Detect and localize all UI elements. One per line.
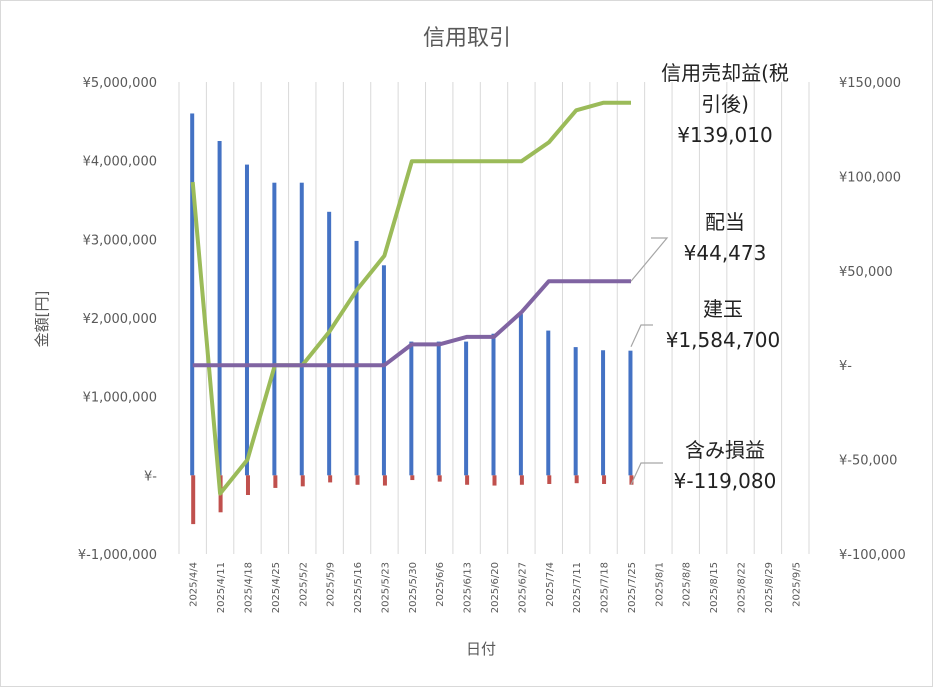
series-lines [190,100,631,496]
bar [273,475,278,488]
x-axis-label: 日付 [466,640,496,658]
x-tick-label: 2025/7/18 [600,562,611,613]
annotation-line: 引後) [701,92,749,116]
bar [354,240,359,476]
left-tick-label: ¥1,000,000 [83,391,157,406]
bar [464,341,469,476]
bar [299,182,304,476]
right-tick-label: ¥100,000 [839,170,901,185]
left-tick-label: ¥3,000,000 [83,233,157,248]
left-tick-label: ¥5,000,000 [83,76,157,91]
bar [190,113,195,476]
bar [381,265,386,476]
annotation-line: ¥139,010 [677,123,772,147]
bar [518,314,523,476]
bars [190,113,634,525]
x-tick-label: 2025/9/5 [791,562,802,607]
x-tick-label: 2025/6/20 [490,562,501,613]
x-tick-label: 2025/8/1 [654,562,665,607]
bar [327,211,332,476]
bar [300,475,305,487]
right-tick-label: ¥-50,000 [839,454,897,469]
bar [245,475,250,495]
bar [437,475,442,482]
left-axis-ticks: ¥-1,000,000 ¥- ¥1,000,000 ¥2,000,000 ¥3,000,… [78,76,157,563]
bar [409,341,414,476]
bar [410,475,415,481]
right-tick-label: ¥- [839,359,852,374]
bar [492,475,497,486]
bar [574,475,579,484]
x-tick-label: 2025/8/22 [737,562,748,613]
right-tick-label: ¥-100,000 [839,548,906,563]
x-tick-label: 2025/4/11 [216,562,227,613]
x-tick-label: 2025/8/29 [764,562,775,613]
left-tick-label: ¥2,000,000 [83,312,157,327]
x-tick-label: 2025/4/25 [271,562,282,613]
x-tick-label: 2025/5/30 [408,562,419,613]
bar [244,164,249,476]
bar [328,475,333,483]
annotation-leader [630,237,669,282]
x-tick-label: 2025/5/23 [380,562,391,613]
bar [491,333,496,476]
x-tick-label: 2025/5/16 [353,562,364,613]
chart-title: 信用取引 [423,26,511,51]
bar [217,141,222,476]
x-tick-label: 2025/5/2 [298,562,309,607]
bar [382,475,387,486]
right-tick-label: ¥50,000 [839,265,893,280]
x-tick-label: 2025/5/9 [326,562,337,607]
annotation-leader [630,462,663,485]
x-tick-label: 2025/4/4 [189,562,200,607]
annotation-line: 建玉 [703,297,743,321]
annotation-line: ¥44,473 [684,241,767,265]
annotation-line: 含み損益 [685,438,765,462]
left-tick-label: ¥- [144,469,157,484]
bar [355,475,360,485]
left-tick-label: ¥4,000,000 [83,155,157,170]
x-tick-label: 2025/7/4 [545,562,556,607]
bar [272,182,277,476]
annotations: 信用売却益(税引後) ¥139,010 配当 ¥44,473 建玉 ¥1,584,700 含… [661,61,789,493]
bar [546,330,551,476]
bar [191,475,196,525]
x-tick-label: 2025/8/8 [682,562,693,607]
series-line [192,279,631,368]
annotation-line: 配当 [705,210,745,234]
x-tick-label: 2025/6/13 [463,562,474,613]
bar [628,350,633,476]
x-axis-ticks: 2025/4/4 2025/4/11 2025/4/18 2025/4/25 2025/… [189,562,803,613]
left-tick-label: ¥-1,000,000 [78,548,157,563]
annotation-line: ¥-119,080 [674,469,777,493]
annotation-leader [630,324,653,347]
x-tick-label: 2025/8/15 [709,562,720,613]
bar [573,347,578,476]
x-tick-label: 2025/7/11 [572,562,583,613]
bar [547,475,552,484]
annotation-line: 信用売却益(税 [661,61,789,85]
bar [602,475,607,484]
annotation-leaders [630,237,669,485]
bar [519,475,524,485]
x-tick-label: 2025/6/6 [435,562,446,607]
bar [601,350,606,476]
right-axis-ticks: ¥-100,000 ¥-50,000 ¥- ¥50,000 ¥100,000 ¥150,0… [839,76,906,563]
bar [629,475,634,485]
x-tick-label: 2025/7/25 [627,562,638,613]
bar [436,341,441,476]
series-line [190,100,631,496]
bar [465,475,470,485]
y-axis-label: 金額[円] [33,291,51,348]
annotation-line: ¥1,584,700 [666,328,781,352]
x-tick-label: 2025/4/18 [244,562,255,613]
right-tick-label: ¥150,000 [839,76,901,91]
x-tick-label: 2025/6/27 [517,562,528,613]
